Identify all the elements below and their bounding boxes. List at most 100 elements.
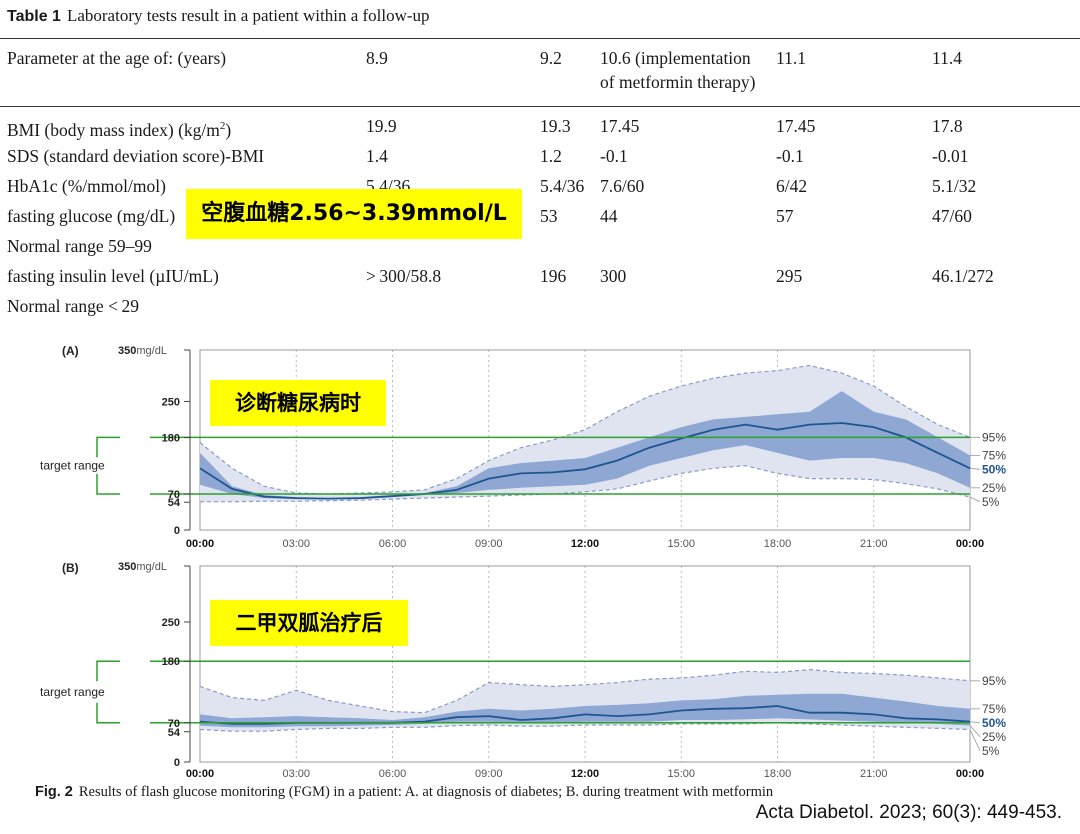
y-tick-label: 350mg/dL <box>118 561 167 573</box>
y-tick-label: 54 <box>168 497 181 509</box>
table-caption: Table 1 Laboratory tests result in a pati… <box>7 6 430 26</box>
band-25-75 <box>200 391 970 500</box>
figure-caption-text: Results of flash glucose monitoring (FGM… <box>78 784 774 800</box>
percentile-leader <box>969 496 981 503</box>
band-5-95 <box>200 365 970 502</box>
y-tick-label: 250 <box>162 617 180 629</box>
y-unit-label: mg/dL <box>136 561 167 573</box>
header-age-1: 8.9 <box>366 48 388 68</box>
table-header-rule <box>0 106 1080 107</box>
table-cell: 1.4 <box>366 146 388 166</box>
y-tick-label: 0 <box>174 525 180 537</box>
series-line-5 <box>200 465 971 503</box>
y-tick-label: 54 <box>168 727 181 739</box>
y-tick-label: 180 <box>162 432 180 444</box>
series-line-5 <box>199 722 971 732</box>
fasting-glucose-note: 空腹血糖2.56~3.39mmol/L <box>186 189 522 239</box>
x-tick-label: 06:00 <box>379 768 407 780</box>
target-bracket <box>96 436 103 495</box>
y-tick-label: 180 <box>162 656 180 668</box>
y-tick-label: 0 <box>174 757 180 769</box>
panel-label: (A) <box>62 344 79 358</box>
header-age-4: 11.1 <box>776 48 806 68</box>
series-line-50 <box>199 422 971 500</box>
table-cell: 5.4/36 <box>540 176 585 196</box>
target-range-label: target range <box>40 459 105 473</box>
row-insulin-normal-range: Normal range < 29 <box>7 296 139 316</box>
percentile-leader <box>969 721 981 724</box>
percentile-leader <box>969 467 981 470</box>
percentile-label: 25% <box>982 481 1006 495</box>
figure-label: Fig. 2 <box>35 784 73 800</box>
x-tick-label: 03:00 <box>282 538 310 550</box>
x-tick-label: 21:00 <box>860 538 888 550</box>
table-top-rule <box>0 38 1080 39</box>
target-bracket <box>96 660 103 724</box>
x-tick-label: 00:00 <box>956 768 984 780</box>
x-tick-label: 15:00 <box>667 538 695 550</box>
figure-caption: Fig. 2 Results of flash glucose monitorin… <box>35 784 773 801</box>
header-age-5: 11.4 <box>932 48 962 68</box>
band-25-75 <box>200 693 970 728</box>
table-cell: 57 <box>776 206 794 226</box>
x-tick-label: 12:00 <box>571 768 599 780</box>
table-cell: 7.6/60 <box>600 176 645 196</box>
percentile-label: 25% <box>982 730 1006 744</box>
table-cell: 47/60 <box>932 206 972 226</box>
citation: Acta Diabetol. 2023; 60(3): 449-453. <box>755 802 1062 823</box>
percentile-label: 95% <box>982 430 1006 444</box>
x-tick-label: 15:00 <box>667 768 695 780</box>
table-cell: 46.1/272 <box>932 266 994 286</box>
panel-b-note: 二甲双胍治疗后 <box>210 600 408 646</box>
table-label: Table 1 <box>7 8 61 25</box>
header-parameter: Parameter at the age of: (years) <box>7 48 227 68</box>
percentile-label: 95% <box>982 674 1006 688</box>
table-cell: 53 <box>540 206 558 226</box>
x-tick-label: 00:00 <box>186 538 214 550</box>
header-age-3: 10.6 (implementation <box>600 48 751 68</box>
table-cell: > 300/58.8 <box>366 266 442 286</box>
panel-a-note: 诊断糖尿病时 <box>210 380 386 426</box>
x-tick-label: 18:00 <box>764 538 792 550</box>
y-tick-label: 350mg/dL <box>118 345 167 357</box>
percentile-label: 5% <box>982 495 1000 509</box>
x-tick-label: 21:00 <box>860 768 888 780</box>
percentile-label: 50% <box>982 716 1006 730</box>
row-glucose-normal-range: Normal range 59–99 <box>7 236 152 256</box>
table-cell: 17.45 <box>600 116 640 136</box>
table-cell: 44 <box>600 206 618 226</box>
x-tick-label: 18:00 <box>764 768 792 780</box>
table-cell: -0.01 <box>932 146 969 166</box>
header-age-3-cont: of metformin therapy) <box>600 72 756 92</box>
table-cell: 300 <box>600 266 627 286</box>
percentile-leader <box>969 729 981 752</box>
table-cell: 17.8 <box>932 116 963 136</box>
row-fasting-insulin-label: fasting insulin level (µIU/mL) <box>7 266 219 286</box>
x-tick-label: 06:00 <box>379 538 407 550</box>
table-cell: -0.1 <box>776 146 804 166</box>
table-cell: 19.9 <box>366 116 397 136</box>
y-tick-label: 70 <box>168 489 180 501</box>
panel-label: (B) <box>62 561 79 575</box>
x-tick-label: 00:00 <box>186 768 214 780</box>
table-cell: -0.1 <box>600 146 628 166</box>
percentile-label: 5% <box>982 744 1000 758</box>
row-hba1c-label: HbA1c (%/mmol/mol) <box>7 176 166 196</box>
table-cell: 5.1/32 <box>932 176 977 196</box>
series-line-95 <box>199 668 971 714</box>
table-cell: 17.45 <box>776 116 816 136</box>
row-sds-label: SDS (standard deviation score)-BMI <box>7 146 265 166</box>
percentile-label: 75% <box>982 702 1006 716</box>
x-tick-label: 09:00 <box>475 538 503 550</box>
table-cell: 1.2 <box>540 146 562 166</box>
x-tick-label: 09:00 <box>475 768 503 780</box>
target-range-label: target range <box>40 685 105 699</box>
plot-frame <box>199 565 971 763</box>
header-age-2: 9.2 <box>540 48 562 68</box>
x-tick-label: 00:00 <box>956 538 984 550</box>
percentile-label: 75% <box>982 448 1006 462</box>
y-unit-label: mg/dL <box>136 345 167 357</box>
table-cell: 196 <box>540 266 567 286</box>
table-cell: 19.3 <box>540 116 571 136</box>
